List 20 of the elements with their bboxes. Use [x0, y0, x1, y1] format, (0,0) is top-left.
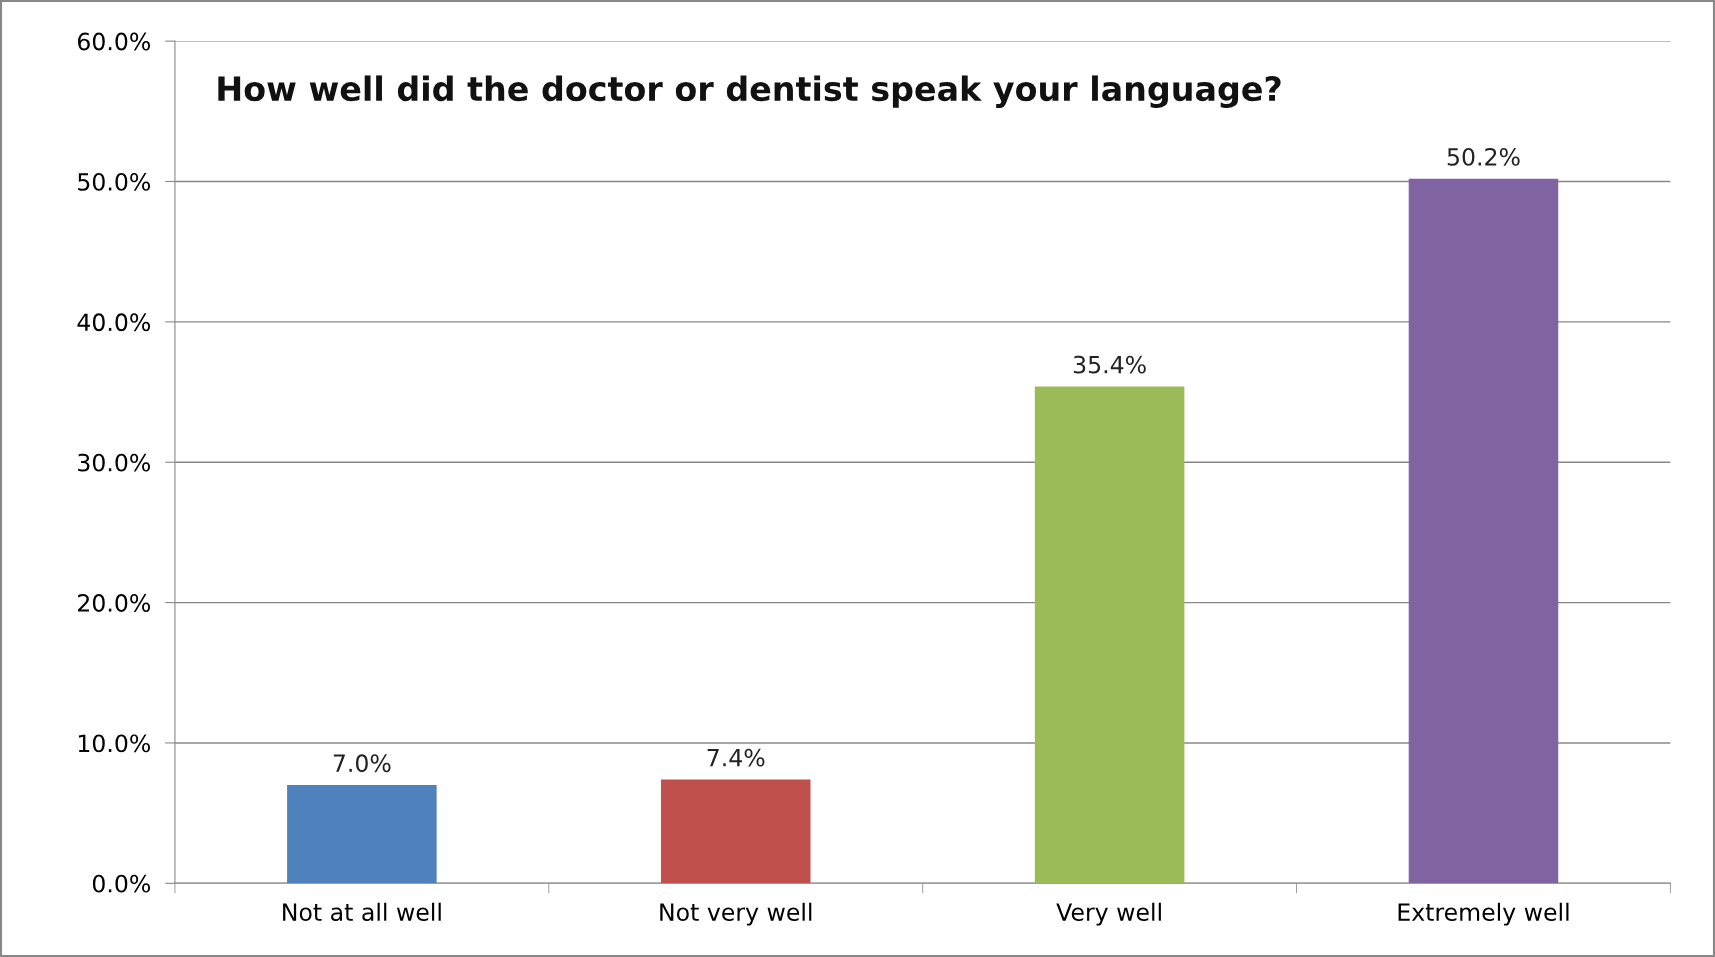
data-label: 7.4% [707, 748, 765, 767]
y-tick-label: 40.0% [77, 313, 151, 332]
text: How well did the doctor or dentist speak your language? [218, 75, 1281, 108]
x-tick-label: Not very well [660, 902, 812, 926]
y-tick-label: 0.0% [92, 874, 151, 893]
x-tick-label: Extremely well [1398, 902, 1569, 926]
data-label: 7.0% [333, 754, 391, 773]
y-tick-label: 50.0% [78, 172, 151, 191]
y-tick-label: 30.0% [78, 453, 151, 472]
x-tick-label: Very well [1056, 902, 1161, 926]
bar [660, 779, 811, 884]
data-label: 50.2% [1447, 147, 1520, 166]
bar [287, 785, 437, 884]
x-tick-label: Not at all well [283, 902, 441, 922]
y-tick-label: 20.0% [78, 594, 151, 612]
data-label: 35.4% [1073, 355, 1146, 374]
bar [1408, 178, 1559, 884]
y-tick-label: 60.0% [77, 32, 151, 51]
bar [1034, 386, 1185, 884]
y-tick-label: 10.0% [78, 734, 151, 753]
